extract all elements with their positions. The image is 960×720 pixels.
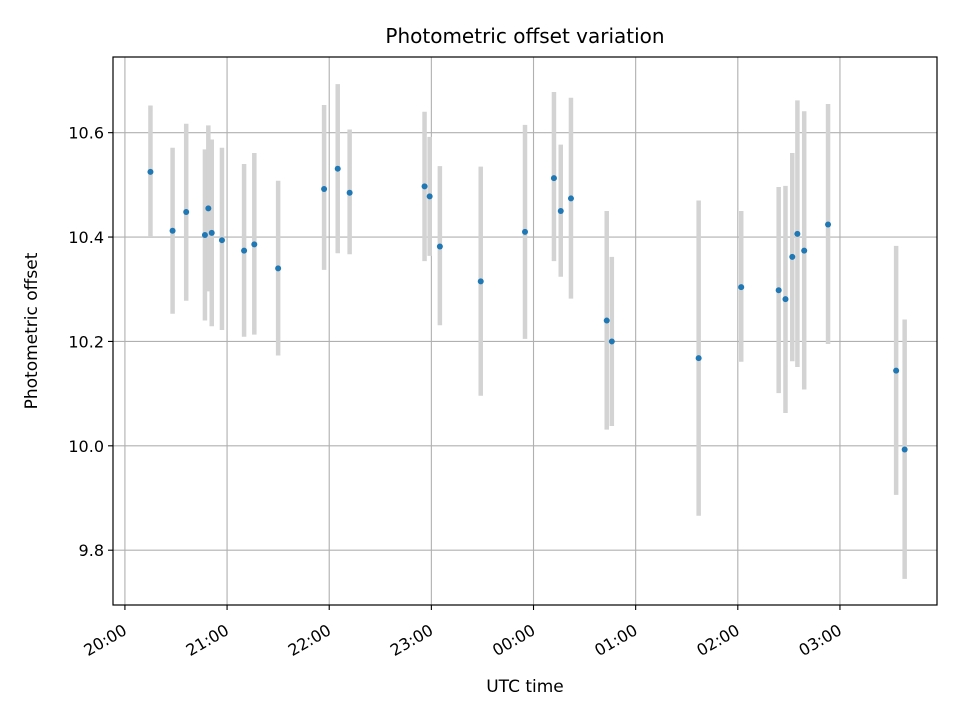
x-tick-label: 20:00	[80, 620, 129, 660]
y-axis-label: Photometric offset	[22, 252, 42, 409]
x-tick-label: 03:00	[796, 620, 845, 660]
x-axis-ticks: 20:00 21:00 22:00 23:00 00:00 01:00 02:00 03:00	[80, 605, 845, 660]
chart-title: Photometric offset variation	[385, 24, 664, 48]
data-point	[794, 230, 801, 237]
data-point	[346, 189, 353, 196]
data-point	[695, 355, 702, 362]
data-point	[436, 243, 443, 250]
data-point	[426, 193, 433, 200]
data-point	[893, 367, 900, 374]
x-tick-label: 22:00	[285, 620, 334, 660]
data-point	[550, 175, 557, 182]
data-point	[608, 338, 615, 345]
data-point	[208, 229, 215, 236]
data-points	[147, 165, 908, 453]
data-point	[321, 186, 328, 193]
x-tick-label: 02:00	[693, 620, 742, 660]
data-point	[241, 247, 248, 254]
data-point	[825, 221, 832, 228]
y-tick-label: 10.6	[68, 124, 104, 143]
data-point	[147, 168, 154, 175]
data-point	[183, 209, 190, 216]
y-tick-label: 10.4	[68, 228, 104, 247]
data-point	[901, 446, 908, 453]
data-point	[275, 265, 282, 272]
x-tick-label: 00:00	[489, 620, 538, 660]
data-point	[522, 228, 528, 235]
data-point	[567, 195, 574, 202]
data-point	[201, 231, 208, 238]
data-point	[421, 183, 428, 190]
error-bars	[148, 84, 907, 579]
data-point	[775, 287, 782, 294]
x-tick-label: 01:00	[591, 620, 640, 660]
data-point	[169, 227, 176, 234]
y-axis-ticks: 9.8 10.0 10.2 10.4 10.6	[68, 124, 113, 560]
data-point	[334, 165, 341, 172]
data-point	[789, 253, 796, 260]
x-tick-label: 21:00	[183, 620, 232, 660]
x-tick-label: 23:00	[387, 620, 436, 660]
data-point	[477, 278, 484, 285]
data-point	[205, 205, 212, 212]
data-point	[603, 317, 610, 324]
data-point	[251, 241, 258, 248]
plot-frame	[112, 56, 938, 606]
y-tick-label: 10.2	[68, 332, 104, 351]
data-point	[782, 296, 789, 303]
y-tick-label: 10.0	[68, 437, 104, 456]
data-point	[801, 247, 808, 254]
data-point	[218, 237, 225, 244]
data-point	[738, 284, 745, 291]
y-tick-label: 9.8	[79, 541, 104, 560]
x-axis-label: UTC time	[486, 677, 564, 697]
data-point	[557, 207, 564, 214]
